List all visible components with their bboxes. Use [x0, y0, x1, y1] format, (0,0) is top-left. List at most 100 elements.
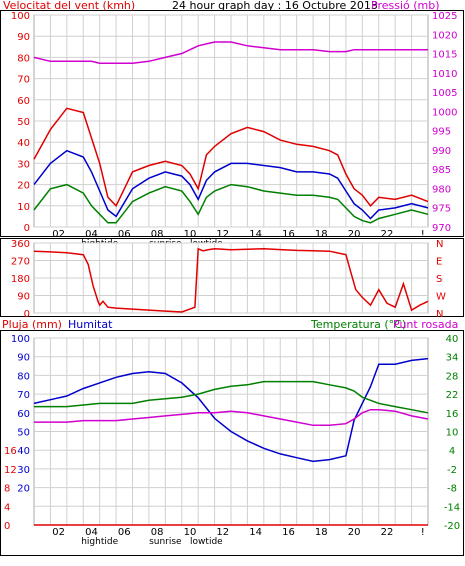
y-right-tick-label: 1015: [432, 50, 457, 61]
series-line-dew-point: [34, 408, 429, 427]
y-rain-tick-label: 4: [4, 502, 10, 513]
y-left-tick-label: 40: [17, 446, 30, 457]
x-tick-label: 10: [184, 527, 197, 538]
x-tick-label: 18: [315, 229, 328, 240]
series-line-pressure: [33, 41, 428, 64]
y-rain-tick-label: 8: [4, 484, 10, 495]
x-tick-label: 02: [52, 527, 65, 538]
y-left-tick-label: 20: [17, 484, 30, 495]
y-right-tick-label: 1010: [432, 69, 457, 80]
y-left-tick-label: 70: [17, 390, 30, 401]
y-left-tick-label: 100: [11, 11, 30, 22]
x-tick-label: 04: [85, 229, 98, 240]
y-left-tick-label: 30: [17, 159, 30, 170]
pressure-axis-label: Pressió (mb): [371, 0, 440, 12]
y-right-tick-label: 10: [446, 428, 459, 439]
compass-label: E: [436, 257, 442, 268]
y-rain-tick-label: 12: [4, 465, 17, 476]
graph-title: 24 hour graph day : 16 Octubre 2013: [172, 0, 378, 12]
y-right-tick-label: 1005: [432, 88, 457, 99]
wind-speed-axis-label: Velocitat del vent (kmh): [3, 0, 135, 12]
x-tick-label: 16: [282, 527, 295, 538]
y-left-tick-label: 180: [11, 274, 30, 285]
temperature-axis-label: Temperatura (°C): [310, 318, 406, 331]
x-tick-label: 08: [151, 527, 164, 538]
y-right-tick-label: 1025: [432, 11, 457, 22]
x-tick-label: 16: [282, 229, 295, 240]
x-tick-label: 20: [348, 527, 361, 538]
compass-label: N: [436, 239, 443, 250]
x-tick-label: !: [421, 527, 425, 538]
compass-label: W: [436, 292, 446, 303]
y-right-tick-label: 34: [446, 353, 459, 364]
series-line-wind-direction: [33, 247, 429, 313]
x-tick-label: 06: [118, 527, 131, 538]
y-right-tick-label: -14: [444, 502, 460, 513]
y-left-tick-label: 20: [17, 181, 30, 192]
x-tick-label: 22: [381, 229, 394, 240]
x-event-label: sunrise: [149, 537, 182, 547]
x-event-label: lowtide: [190, 537, 223, 547]
y-right-tick-label: 980: [432, 184, 451, 195]
compass-label: N: [436, 309, 443, 320]
y-left-tick-label: 80: [17, 371, 30, 382]
y-left-tick-label: 50: [17, 117, 30, 128]
y-left-tick-label: 270: [11, 257, 30, 268]
y-right-tick-label: 4: [449, 446, 455, 457]
y-right-tick-label: 975: [432, 204, 451, 215]
series-line-temperature: [34, 380, 429, 414]
y-left-tick-label: 70: [17, 75, 30, 86]
y-left-tick-label: 0: [24, 309, 30, 320]
y-left-tick-label: 80: [17, 53, 30, 64]
x-tick-label: 12: [216, 229, 229, 240]
x-tick-label: 12: [216, 527, 229, 538]
y-right-tick-label: -20: [444, 521, 460, 532]
x-tick-label: 06: [118, 229, 131, 240]
series-line-direction: [33, 183, 429, 224]
y-left-tick-label: 30: [17, 465, 30, 476]
y-left-tick-label: 90: [17, 353, 30, 364]
y-right-tick-label: 16: [446, 409, 459, 420]
y-left-tick-label: 60: [17, 409, 30, 420]
x-tick-label: 22: [381, 527, 394, 538]
y-right-tick-label: -2: [447, 465, 457, 476]
y-left-tick-label: 10: [17, 202, 30, 213]
series-line-humidity: [33, 357, 429, 463]
y-right-tick-label: -8: [447, 484, 457, 495]
y-left-tick-label: 60: [17, 96, 30, 107]
y-right-tick-label: 1020: [432, 30, 457, 41]
compass-label: S: [436, 274, 442, 285]
x-tick-label: 18: [315, 527, 328, 538]
y-right-tick-label: 990: [432, 146, 451, 157]
y-right-tick-label: 28: [446, 371, 459, 382]
dewpoint-axis-label: Punt rosada: [393, 318, 458, 331]
x-tick-label: 14: [249, 527, 262, 538]
series-line-gust: [33, 107, 429, 208]
y-left-tick-label: 360: [11, 239, 30, 250]
y-left-tick-label: 40: [17, 138, 30, 149]
y-rain-tick-label: 16: [4, 446, 17, 457]
y-left-tick-label: 90: [17, 32, 30, 43]
y-right-tick-label: 40: [446, 334, 459, 345]
humidity-axis-label: Humitat: [68, 318, 113, 331]
y-right-tick-label: 970: [432, 223, 451, 234]
y-right-tick-label: 985: [432, 165, 451, 176]
y-left-tick-label: 90: [17, 292, 30, 303]
rain-axis-label: Pluja (mm): [2, 318, 62, 331]
x-event-label: hightide: [81, 537, 118, 547]
x-tick-label: 02: [52, 229, 65, 240]
x-tick-label: 08: [151, 229, 164, 240]
y-left-tick-label: 100: [11, 334, 30, 345]
y-right-tick-label: 22: [446, 390, 459, 401]
y-left-tick-label: 50: [17, 428, 30, 439]
wind-panel: 0102030405060708090100970975980985990995…: [0, 10, 464, 249]
x-tick-label: 10: [184, 229, 197, 240]
x-tick-label: 04: [85, 527, 98, 538]
x-tick-label: 20: [348, 229, 361, 240]
x-tick-label: !: [421, 229, 425, 240]
x-tick-label: 14: [249, 229, 262, 240]
y-left-tick-label: 0: [24, 223, 30, 234]
y-right-tick-label: 1000: [432, 107, 457, 118]
